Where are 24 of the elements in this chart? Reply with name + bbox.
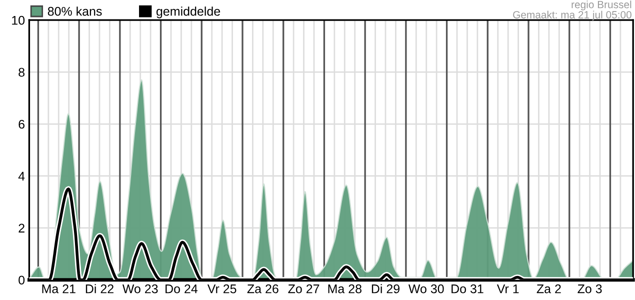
x-tick-label: Zo 3 (578, 284, 602, 294)
x-tick-label: Za 26 (247, 284, 278, 294)
annotation: Gemaakt: ma 21 jul 05:00 (513, 10, 632, 21)
x-tick-label: Ma 21 (42, 284, 76, 294)
x-tick-label: Wo 23 (122, 284, 158, 294)
x-tick-label: Ma 28 (328, 284, 362, 294)
text: regio Brussel (572, 0, 632, 10)
x-tick-label: Vr 1 (496, 284, 519, 294)
legend-label: 80% kans (48, 6, 102, 16)
y-tick-label: 10 (12, 16, 25, 25)
x-tick-label: Di 29 (372, 284, 400, 294)
x-tick-label: Do 31 (452, 284, 484, 294)
legend-label: gemiddelde (156, 6, 220, 18)
y-tick-label: 2 (18, 224, 24, 232)
x-tick-label: Zo 27 (288, 284, 320, 294)
x-tick-label: Wo 30 (408, 284, 444, 294)
y-tick-label: 4 (18, 172, 25, 181)
x-tick-label: Di 22 (86, 284, 114, 294)
y-tick-label: 0 (18, 276, 25, 285)
y-tick-label: 6 (18, 120, 24, 129)
x-tick-label: Vr 25 (207, 284, 236, 294)
x-tick-label: Do 24 (166, 284, 198, 294)
y-tick-label: 8 (18, 68, 24, 77)
x-tick-label: Za 2 (536, 284, 561, 294)
